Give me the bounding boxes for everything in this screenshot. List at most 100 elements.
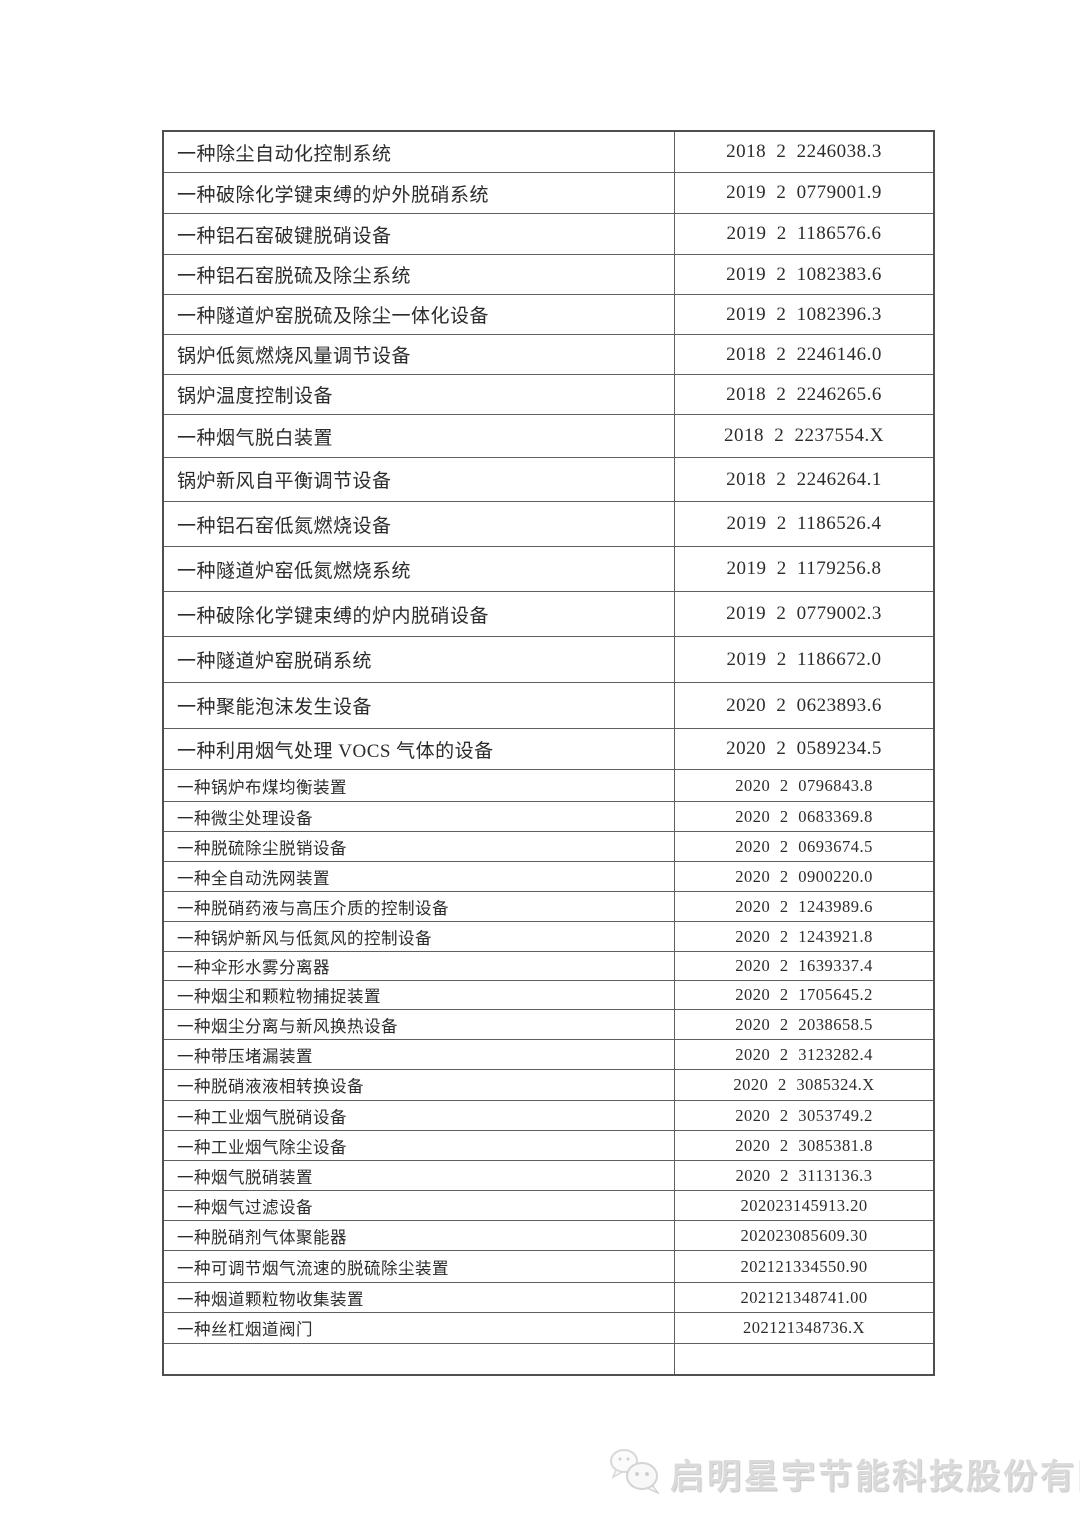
patent-number-cell: 2020 2 0683369.8 [735, 806, 873, 826]
patent-name-cell: 一种铝石窑破键脱硝设备 [164, 214, 675, 254]
patent-name-cell: 一种除尘自动化控制系统 [164, 132, 675, 172]
patent-table: 一种除尘自动化控制系统 2018 2 2246038.3 一种破除化学键束缚的炉外脱… [162, 130, 935, 1376]
table-row: 一种隧道炉窑脱硫及除尘一体化设备 2019 2 1082396.3 [164, 295, 933, 335]
table-row: 一种全自动洗网装置 2020 2 0900220.0 [164, 862, 933, 892]
table-row: 一种烟道颗粒物收集装置 202121348741.00 [164, 1283, 933, 1313]
patent-name-cell: 一种丝杠烟道阀门 [164, 1313, 675, 1343]
table-row: 一种铝石窑脱硫及除尘系统 2019 2 1082383.6 [164, 255, 933, 295]
patent-number-cell: 2020 2 0900220.0 [735, 866, 873, 886]
table-row: 一种可调节烟气流速的脱硫除尘装置 202121334550.90 [164, 1251, 933, 1283]
table-row: 锅炉新风自平衡调节设备 2018 2 2246264.1 [164, 458, 933, 502]
patent-number-cell: 2020 2 0796843.8 [735, 775, 873, 795]
patent-name-cell: 一种铝石窑低氮燃烧设备 [164, 502, 675, 546]
patent-name-cell: 一种利用烟气处理 VOCS 气体的设备 [164, 729, 675, 769]
table-row: 一种丝杠烟道阀门 202121348736.X [164, 1313, 933, 1344]
patent-number-cell: 2020 2 3053749.2 [735, 1105, 873, 1125]
patent-name-cell: 一种烟气脱白装置 [164, 415, 675, 457]
table-row: 一种铝石窑低氮燃烧设备 2019 2 1186526.4 [164, 502, 933, 547]
patent-name-cell: 一种全自动洗网装置 [164, 862, 675, 891]
table-row [164, 1344, 933, 1374]
patent-number-cell: 2019 2 0779001.9 [726, 182, 882, 203]
patent-number-cell: 2020 2 0693674.5 [735, 836, 873, 856]
patent-name-cell: 一种烟尘分离与新风换热设备 [164, 1010, 675, 1039]
patent-number-cell: 2020 2 0589234.5 [726, 738, 882, 759]
patent-name-cell: 一种脱硫除尘脱销设备 [164, 832, 675, 861]
patent-number-cell: 2019 2 1082396.3 [726, 303, 882, 325]
company-watermark: 启明星宇节能科技股份有限公司 [608, 1448, 1080, 1499]
patent-name-cell: 一种工业烟气脱硝设备 [164, 1101, 675, 1130]
patent-name-cell: 一种脱硝液液相转换设备 [164, 1070, 675, 1100]
patent-name-cell: 锅炉温度控制设备 [164, 375, 675, 414]
table-row: 一种锅炉新风与低氮风的控制设备 2020 2 1243921.8 [164, 922, 933, 952]
patent-number-cell: 2020 2 1639337.4 [735, 956, 873, 975]
patent-name-cell: 一种烟尘和颗粒物捕捉装置 [164, 981, 675, 1009]
table-row: 一种破除化学键束缚的炉外脱硝系统 2019 2 0779001.9 [164, 173, 933, 214]
patent-number-cell: 2019 2 1082383.6 [726, 263, 882, 285]
table-row: 一种伞形水雾分离器 2020 2 1639337.4 [164, 952, 933, 981]
patent-name-cell: 一种隧道炉窑低氮燃烧系统 [164, 547, 675, 591]
table-row: 一种脱硝剂气体聚能器 202023085609.30 [164, 1221, 933, 1251]
patent-name-cell: 一种聚能泡沫发生设备 [164, 683, 675, 728]
table-row: 一种烟尘和颗粒物捕捉装置 2020 2 1705645.2 [164, 981, 933, 1010]
wechat-icon [608, 1448, 662, 1499]
table-row: 一种烟气脱硝装置 2020 2 3113136.3 [164, 1161, 933, 1191]
table-row: 锅炉温度控制设备 2018 2 2246265.6 [164, 375, 933, 415]
patent-name-cell: 一种烟气过滤设备 [164, 1191, 675, 1220]
patent-name-cell: 一种烟气脱硝装置 [164, 1161, 675, 1190]
table-row: 一种脱硝药液与高压介质的控制设备 2020 2 1243989.6 [164, 892, 933, 922]
patent-number-cell: 2020 2 1705645.2 [735, 985, 873, 1004]
patent-number-cell: 2019 2 1186672.0 [726, 648, 882, 670]
patent-name-cell: 一种可调节烟气流速的脱硫除尘装置 [164, 1251, 675, 1282]
table-row: 一种微尘处理设备 2020 2 0683369.8 [164, 802, 933, 832]
patent-number-cell: 202023085609.30 [740, 1225, 868, 1245]
patent-number-cell: 2018 2 2246265.6 [726, 383, 882, 405]
patent-number-cell: 202121348741.00 [740, 1287, 868, 1307]
table-row: 一种烟气脱白装置 2018 2 2237554.X [164, 415, 933, 458]
table-row: 一种脱硫除尘脱销设备 2020 2 0693674.5 [164, 832, 933, 862]
patent-name-cell [164, 1344, 675, 1374]
table-row: 一种锅炉布煤均衡装置 2020 2 0796843.8 [164, 770, 933, 802]
patent-number-cell: 2020 2 3113136.3 [735, 1165, 873, 1185]
patent-name-cell: 一种破除化学键束缚的炉内脱硝设备 [164, 592, 675, 636]
patent-name-cell: 一种伞形水雾分离器 [164, 952, 675, 980]
patent-name-cell: 一种隧道炉窑脱硝系统 [164, 637, 675, 682]
table-row: 一种铝石窑破键脱硝设备 2019 2 1186576.6 [164, 214, 933, 255]
patent-name-cell: 一种脱硝剂气体聚能器 [164, 1221, 675, 1250]
table-row: 一种破除化学键束缚的炉内脱硝设备 2019 2 0779002.3 [164, 592, 933, 637]
table-row: 一种聚能泡沫发生设备 2020 2 0623893.6 [164, 683, 933, 729]
company-name: 启明星宇节能科技股份有限公司 [670, 1458, 1080, 1496]
patent-number-cell: 2019 2 1186576.6 [726, 223, 882, 244]
table-row: 一种利用烟气处理 VOCS 气体的设备 2020 2 0589234.5 [164, 729, 933, 770]
patent-number-cell: 2019 2 1186526.4 [726, 513, 882, 534]
patent-number-cell: 2019 2 1179256.8 [726, 558, 882, 579]
patent-number-cell: 2018 2 2246038.3 [726, 141, 882, 162]
patent-number-cell: 2020 2 1243989.6 [735, 896, 873, 916]
table-row: 锅炉低氮燃烧风量调节设备 2018 2 2246146.0 [164, 335, 933, 375]
patent-number-cell: 202121348736.X [742, 1318, 866, 1337]
patent-number-cell: 2020 2 3085381.8 [735, 1135, 873, 1155]
patent-number-cell: 2020 2 0623893.6 [726, 694, 882, 716]
patent-number-cell: 2020 2 3123282.4 [735, 1044, 873, 1064]
table-row: 一种烟尘分离与新风换热设备 2020 2 2038658.5 [164, 1010, 933, 1040]
patent-name-cell: 一种破除化学键束缚的炉外脱硝系统 [164, 173, 675, 213]
table-row: 一种隧道炉窑低氮燃烧系统 2019 2 1179256.8 [164, 547, 933, 592]
patent-name-cell: 一种工业烟气除尘设备 [164, 1131, 675, 1160]
patent-name-cell: 一种隧道炉窑脱硫及除尘一体化设备 [164, 295, 675, 334]
table-row: 一种脱硝液液相转换设备 2020 2 3085324.X [164, 1070, 933, 1101]
patent-number-cell: 2018 2 2246264.1 [726, 468, 882, 490]
patent-name-cell: 一种烟道颗粒物收集装置 [164, 1283, 675, 1312]
patent-number-cell: 202023145913.20 [740, 1195, 868, 1215]
patent-number-cell: 2019 2 0779002.3 [726, 603, 882, 624]
patent-name-cell: 一种脱硝药液与高压介质的控制设备 [164, 892, 675, 921]
patent-number-cell: 2020 2 1243921.8 [735, 926, 873, 946]
patent-number-cell: 2020 2 2038658.5 [735, 1014, 873, 1034]
patent-name-cell: 一种带压堵漏装置 [164, 1040, 675, 1069]
patent-name-cell: 一种锅炉新风与低氮风的控制设备 [164, 922, 675, 951]
patent-name-cell: 锅炉低氮燃烧风量调节设备 [164, 335, 675, 374]
table-row: 一种工业烟气脱硝设备 2020 2 3053749.2 [164, 1101, 933, 1131]
patent-number-cell [675, 1344, 933, 1374]
patent-name-cell: 一种微尘处理设备 [164, 802, 675, 831]
table-row: 一种烟气过滤设备 202023145913.20 [164, 1191, 933, 1221]
patent-number-cell: 2018 2 2237554.X [724, 425, 884, 446]
